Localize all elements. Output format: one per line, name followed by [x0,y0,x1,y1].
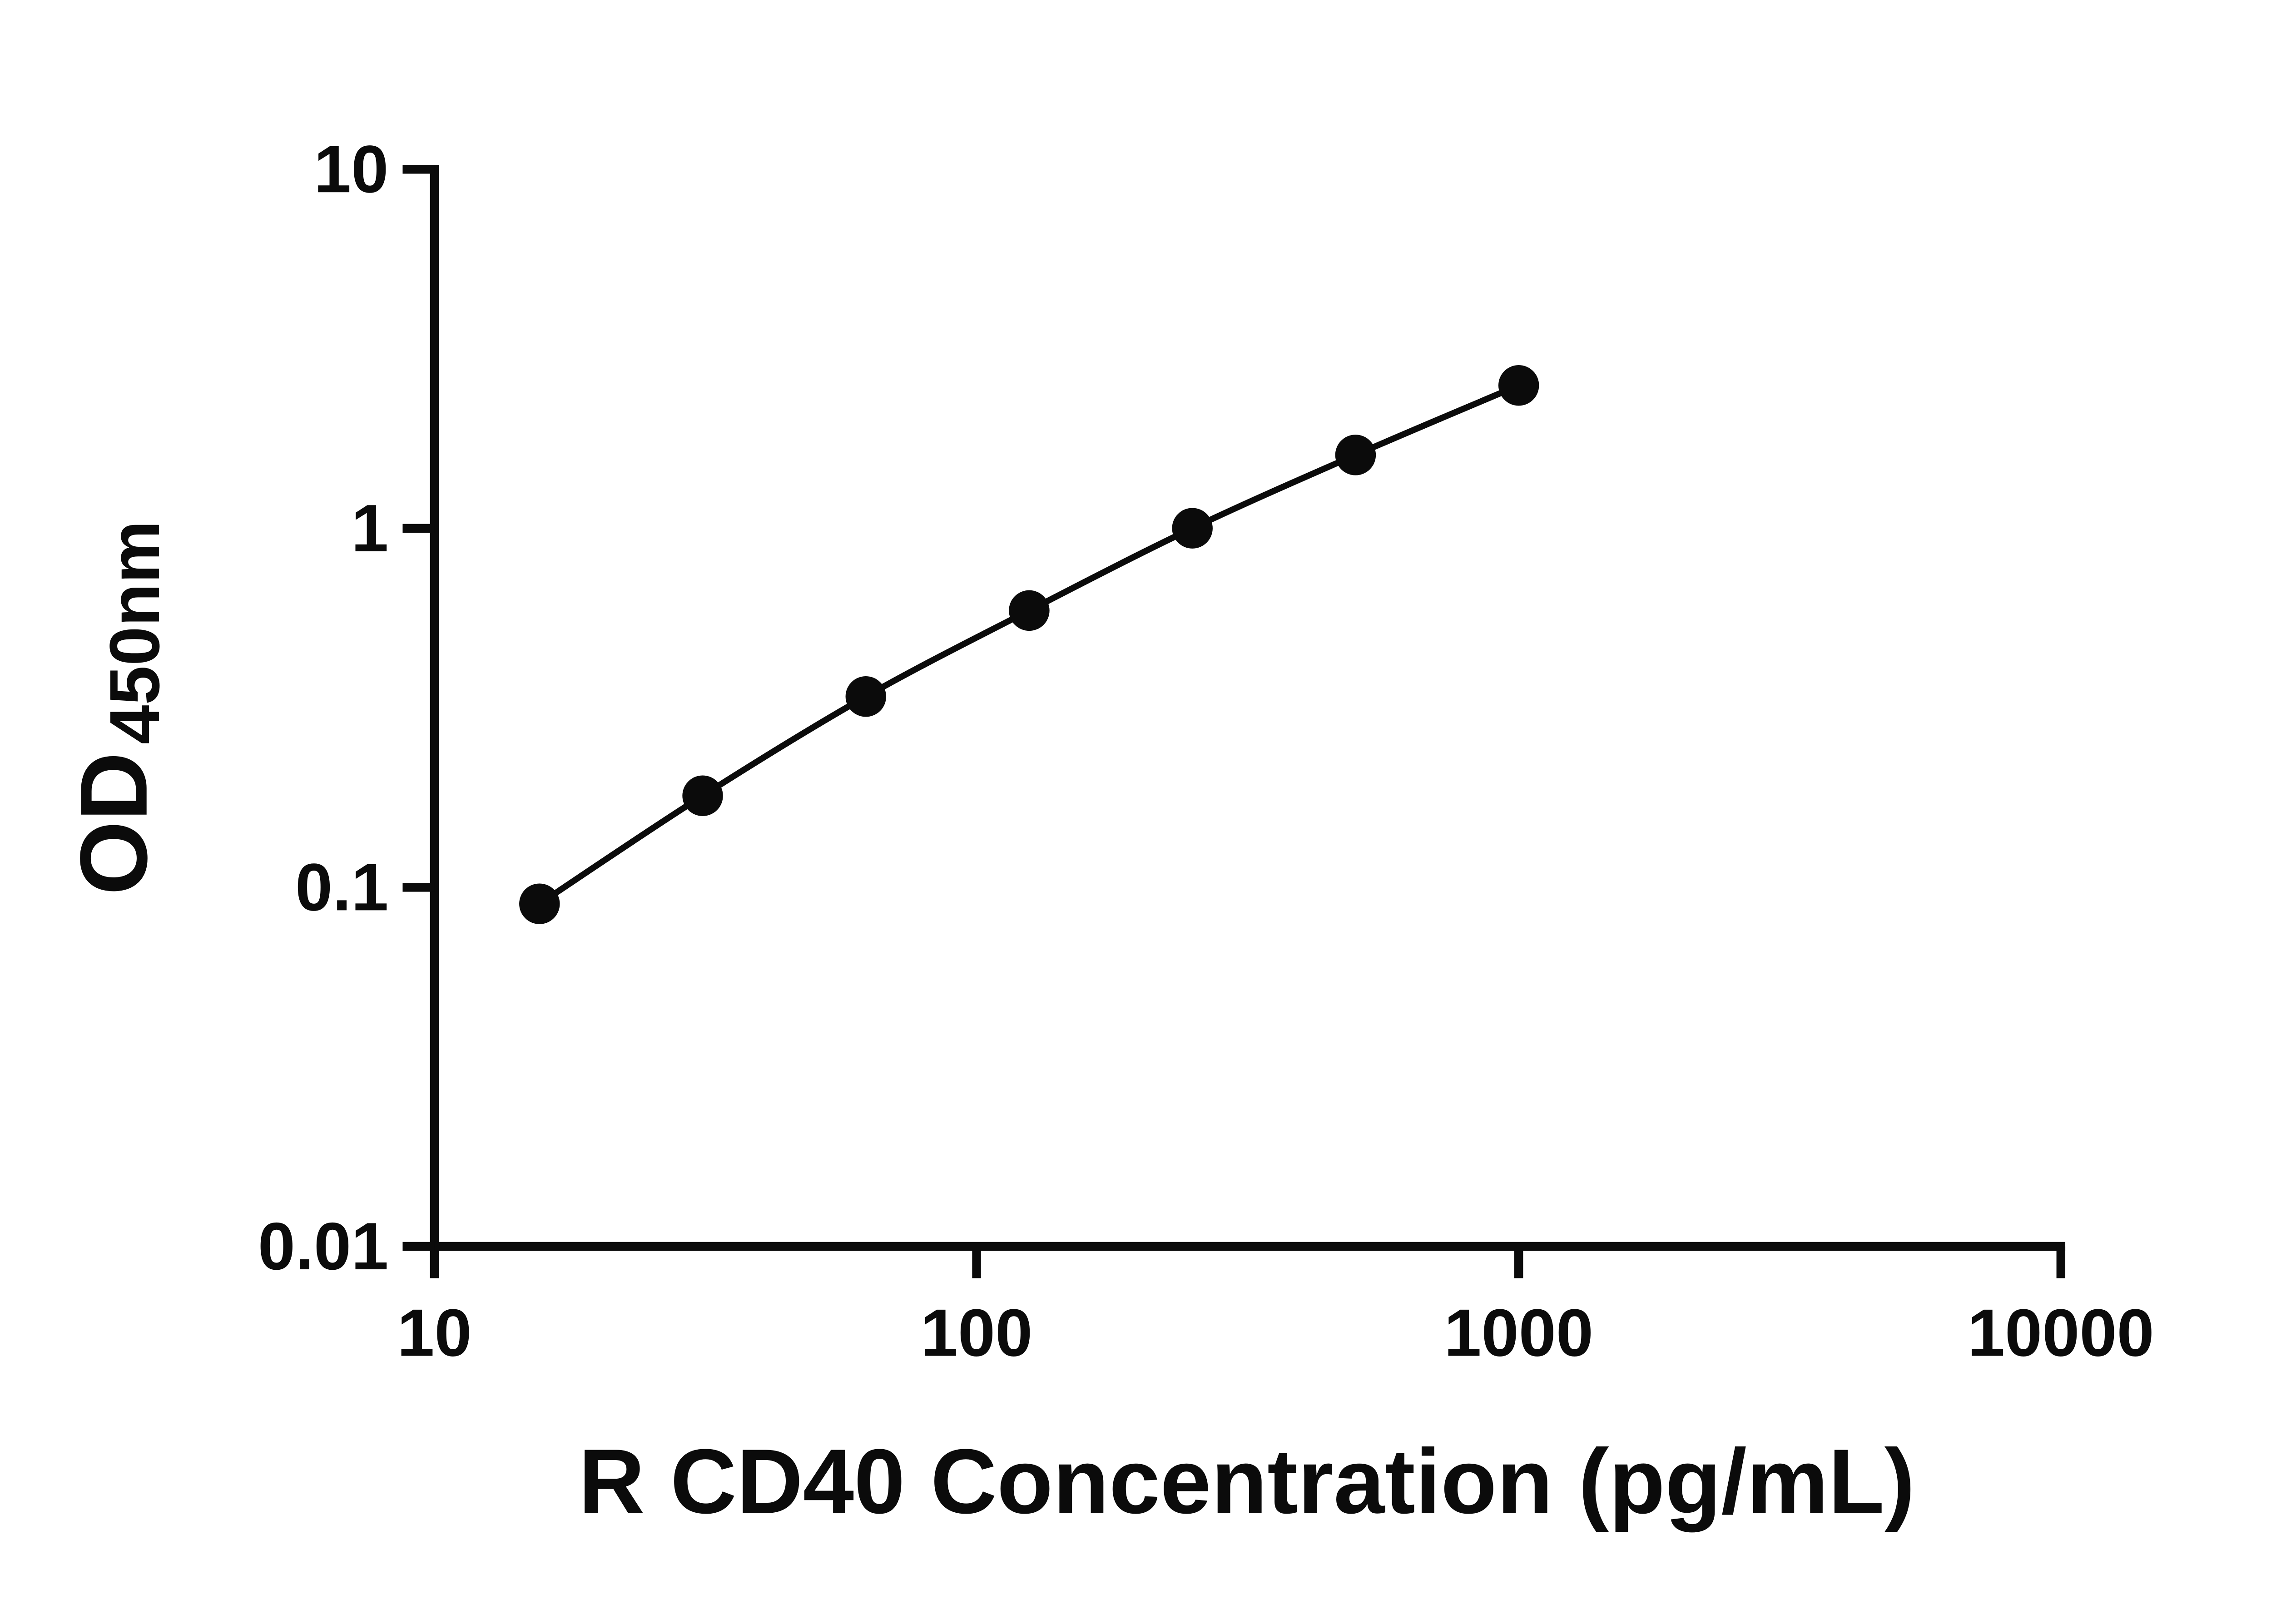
data-point [1335,435,1376,475]
data-point [1172,508,1213,549]
plot-area: 10 100 1000 10000 0.01 0.1 1 10 [258,132,2154,1370]
y-tick-label: 0.1 [295,850,388,925]
y-tick-label: 1 [351,491,388,566]
data-point [682,775,723,816]
x-tick-label: 10 [397,1296,471,1371]
data-point [519,883,560,924]
y-tick-label: 0.01 [258,1209,389,1284]
x-tick-label: 1000 [1444,1296,1593,1371]
y-tick-label: 10 [314,132,388,207]
y-axis-title-main: OD [61,752,167,895]
data-point [1009,590,1050,631]
y-axis-title-subscript: 450nm [95,520,174,744]
data-point [845,676,887,717]
x-axis-title: R CD40 Concentration (pg/mL) [579,1430,1915,1533]
y-axis-title: OD 450nm [61,520,174,895]
data-point [1498,365,1539,406]
x-tick-label: 10000 [1968,1296,2154,1371]
x-tick-label: 100 [921,1296,1032,1371]
